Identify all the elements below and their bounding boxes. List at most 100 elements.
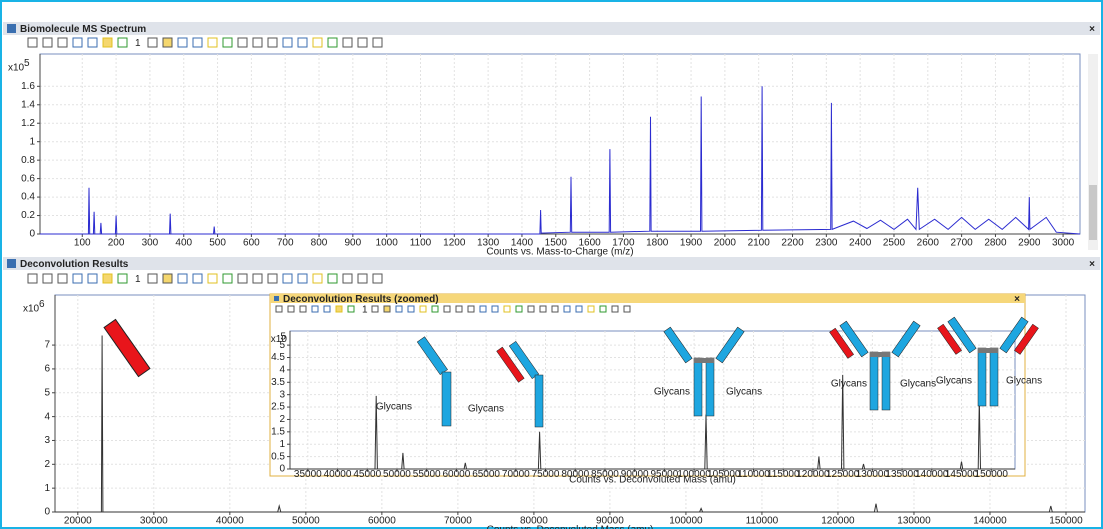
toolbar-button[interactable] bbox=[395, 305, 403, 313]
toolbar-button[interactable] bbox=[311, 305, 319, 313]
toolbar-button[interactable] bbox=[539, 305, 547, 313]
toolbar-button[interactable] bbox=[287, 305, 295, 313]
hinge-icon bbox=[870, 352, 890, 357]
x-tick-label: 40000 bbox=[216, 516, 244, 527]
toolbar-button[interactable] bbox=[335, 305, 343, 313]
toolbar-button[interactable] bbox=[72, 37, 83, 48]
y-tick-label: 6 bbox=[44, 364, 50, 375]
toolbar-button[interactable] bbox=[515, 305, 523, 313]
toolbar-button[interactable] bbox=[282, 37, 293, 48]
close-button[interactable]: × bbox=[1089, 259, 1095, 270]
toolbar-button[interactable] bbox=[192, 37, 203, 48]
toolbar-button[interactable] bbox=[102, 273, 113, 284]
x-tick-label: 130000 bbox=[897, 516, 931, 527]
y-tick-label: 7 bbox=[44, 340, 50, 351]
toolbar-button[interactable] bbox=[267, 37, 278, 48]
toolbar-button[interactable] bbox=[347, 305, 355, 313]
hinge-icon bbox=[694, 358, 714, 363]
toolbar-button[interactable] bbox=[222, 37, 233, 48]
toolbar-button[interactable] bbox=[599, 305, 607, 313]
toolbar-button[interactable] bbox=[371, 305, 379, 313]
toolbar-button[interactable] bbox=[162, 37, 173, 48]
spectrum-line bbox=[290, 374, 1015, 470]
toolbar-button[interactable] bbox=[491, 305, 499, 313]
toolbar-button[interactable] bbox=[275, 305, 283, 313]
x-tick-label: 2300 bbox=[815, 238, 838, 249]
x-tick-label: 80000 bbox=[561, 469, 589, 480]
toolbar-button[interactable] bbox=[467, 305, 475, 313]
y-tick-label: 4 bbox=[44, 411, 50, 422]
close-button[interactable]: × bbox=[1014, 294, 1020, 305]
toolbar-button[interactable] bbox=[312, 273, 323, 284]
toolbar-button[interactable] bbox=[312, 37, 323, 48]
toolbar-button[interactable] bbox=[342, 273, 353, 284]
toolbar-button[interactable] bbox=[327, 273, 338, 284]
toolbar-button[interactable] bbox=[327, 37, 338, 48]
toolbar-button[interactable] bbox=[282, 273, 293, 284]
toolbar-button[interactable] bbox=[431, 305, 439, 313]
toolbar-button[interactable] bbox=[357, 37, 368, 48]
x-tick-label: 1000 bbox=[376, 238, 399, 249]
toolbar-button[interactable] bbox=[267, 273, 278, 284]
toolbar-button[interactable] bbox=[27, 273, 38, 284]
toolbar-button[interactable] bbox=[237, 37, 248, 48]
toolbar-button[interactable] bbox=[87, 37, 98, 48]
toolbar-button[interactable] bbox=[57, 37, 68, 48]
toolbar-button[interactable] bbox=[162, 273, 173, 284]
toolbar-button[interactable] bbox=[72, 273, 83, 284]
toolbar-button[interactable] bbox=[527, 305, 535, 313]
toolbar-button[interactable] bbox=[563, 305, 571, 313]
toolbar-button[interactable] bbox=[407, 305, 415, 313]
toolbar-button[interactable] bbox=[297, 37, 308, 48]
toolbar-button[interactable] bbox=[177, 37, 188, 48]
toolbar-button[interactable] bbox=[237, 273, 248, 284]
toolbar-button[interactable] bbox=[102, 37, 113, 48]
toolbar-button[interactable] bbox=[479, 305, 487, 313]
toolbar-button[interactable] bbox=[207, 273, 218, 284]
toolbar-button[interactable] bbox=[87, 273, 98, 284]
toolbar-button[interactable] bbox=[42, 37, 53, 48]
toolbar-button[interactable] bbox=[323, 305, 331, 313]
toolbar-button[interactable] bbox=[623, 305, 631, 313]
toolbar-button[interactable] bbox=[192, 273, 203, 284]
toolbar-button[interactable] bbox=[57, 273, 68, 284]
hinge-icon bbox=[978, 348, 998, 353]
y-tick-label: 3 bbox=[44, 435, 50, 446]
heavy-chain-icon bbox=[989, 347, 999, 407]
toolbar-button[interactable] bbox=[455, 305, 463, 313]
x-tick-label: 1900 bbox=[680, 238, 703, 249]
toolbar-button[interactable] bbox=[419, 305, 427, 313]
toolbar-button[interactable] bbox=[383, 305, 391, 313]
toolbar-button[interactable] bbox=[503, 305, 511, 313]
spectrum-line bbox=[55, 335, 1085, 513]
toolbar-button[interactable] bbox=[372, 37, 383, 48]
x-tick-label: 1400 bbox=[511, 238, 534, 249]
toolbar-button[interactable] bbox=[611, 305, 619, 313]
toolbar-button[interactable] bbox=[147, 273, 158, 284]
toolbar-button[interactable] bbox=[147, 37, 158, 48]
toolbar-button[interactable] bbox=[551, 305, 559, 313]
toolbar-button[interactable] bbox=[42, 273, 53, 284]
toolbar-button[interactable] bbox=[443, 305, 451, 313]
toolbar-button[interactable] bbox=[117, 37, 128, 48]
toolbar-button[interactable] bbox=[299, 305, 307, 313]
toolbar-button[interactable] bbox=[252, 37, 263, 48]
toolbar-button[interactable] bbox=[207, 37, 218, 48]
x-tick-label: 60000 bbox=[368, 516, 396, 527]
x-tick-label: 700 bbox=[277, 238, 294, 249]
scrollbar-thumb[interactable] bbox=[1089, 185, 1097, 240]
toolbar-button[interactable] bbox=[252, 273, 263, 284]
toolbar-button[interactable] bbox=[117, 273, 128, 284]
toolbar-button[interactable] bbox=[297, 273, 308, 284]
toolbar-button[interactable] bbox=[575, 305, 583, 313]
close-button[interactable]: × bbox=[1089, 24, 1095, 35]
toolbar-button[interactable] bbox=[587, 305, 595, 313]
toolbar-button[interactable] bbox=[27, 37, 38, 48]
glycan-label: Glycans bbox=[376, 402, 412, 413]
toolbar-button[interactable] bbox=[177, 273, 188, 284]
toolbar-button[interactable] bbox=[357, 273, 368, 284]
toolbar-button[interactable] bbox=[222, 273, 233, 284]
x-tick-label: 85000 bbox=[591, 469, 619, 480]
toolbar-button[interactable] bbox=[372, 273, 383, 284]
toolbar-button[interactable] bbox=[342, 37, 353, 48]
